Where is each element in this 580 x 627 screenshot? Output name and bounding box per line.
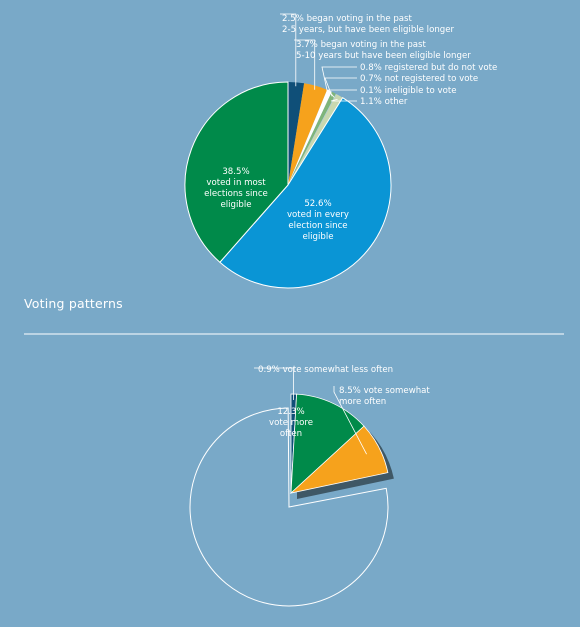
pie1-slice-label-line: 0.7% not registered to vote — [360, 74, 478, 84]
pie1-slice-label: 0.7% not registered to vote — [360, 74, 478, 84]
pie-chart-1: 2.5% began voting in the past 2-5 years, … — [184, 13, 497, 289]
pie1-slice-label-line: 38.5% — [222, 167, 249, 177]
pie1-slice — [288, 83, 328, 185]
pie1-slice-label-line: 1.1% other — [360, 97, 408, 107]
pie1-slice-label-line: 5-10 years but have been eligible longer — [296, 51, 471, 61]
pie1-slice-label: 38.5% voted in most elections since eligibl… — [204, 167, 268, 210]
pie2-slice-label-line: 0.9% vote somewhat less often — [258, 365, 393, 375]
pie1-leader-line — [280, 13, 297, 87]
pie1-slice-label: 0.8% registered but do not vote — [360, 63, 497, 73]
pie1-slice-label: 3.7% began voting in the past 5-10 years … — [296, 40, 471, 61]
pie2-slice — [289, 425, 389, 494]
pie2-slice-label-line: often — [280, 429, 302, 439]
pie2-leader-line — [254, 367, 294, 400]
pie1-slice-label: 0.1% ineligible to vote — [360, 86, 457, 96]
pie1-leader-line — [327, 89, 357, 98]
pie-chart-2: 0.9% vote somewhat less often 8.5% vote s… — [189, 365, 430, 607]
pie1-slice-label-line: elections since — [204, 189, 268, 199]
pie2-slice — [189, 407, 389, 607]
pie2-slice-label-line: 12.3% — [277, 407, 304, 417]
pie2-slice-label-line: 8.5% vote somewhat — [339, 386, 430, 396]
pie1-slice-label-line: 2.5% began voting in the past — [282, 14, 413, 24]
pie1-slice-label-line: 52.6% — [304, 199, 331, 209]
pie1-leader-line — [330, 98, 357, 102]
pie1-slice — [288, 89, 332, 185]
pie1-leader-line — [294, 39, 316, 90]
pie2-slice-label-line: vote more — [269, 418, 313, 428]
pie1-slice-label-line: eligible — [220, 200, 251, 210]
pie2-slice-label: 12.3% vote more often — [269, 407, 313, 439]
pie1-slice-label: 1.1% other — [360, 97, 408, 107]
pie1-slice-label-line: 3.7% began voting in the past — [296, 40, 427, 50]
pie2-slice-label: 8.5% vote somewhat more often — [339, 386, 430, 407]
pie2-slice — [290, 393, 365, 494]
pie1-slice-label-line: election since — [288, 221, 347, 231]
pie1-slice — [288, 93, 337, 185]
pie1-slice-label-line: voted in most — [206, 178, 266, 188]
section-title: Voting patterns — [24, 296, 123, 311]
pie1-slice-label-line: voted in every — [287, 210, 349, 220]
pie1-slice-label-line: 0.1% ineligible to vote — [360, 86, 457, 96]
pie1-slice — [184, 81, 289, 263]
pie2-leader-line — [333, 386, 367, 455]
pie1-slice — [219, 97, 392, 289]
pie1-slice — [288, 91, 336, 185]
pie2-slice-label-line: more often — [339, 397, 386, 407]
pie1-slice-label-line: eligible — [302, 232, 333, 242]
pie1-slice — [288, 82, 305, 185]
pie1-slice-label-line: 0.8% registered but do not vote — [360, 63, 497, 73]
pie2-slice-label: 0.9% vote somewhat less often — [258, 365, 393, 375]
pie1-slice-label-line: 2-5 years, but have been eligible longer — [282, 25, 455, 35]
pie1-slice-label: 2.5% began voting in the past 2-5 years, … — [282, 14, 455, 35]
pie1-leader-line — [321, 66, 357, 95]
pie1-slice-label: 52.6% voted in every election since eligibl… — [287, 199, 349, 242]
